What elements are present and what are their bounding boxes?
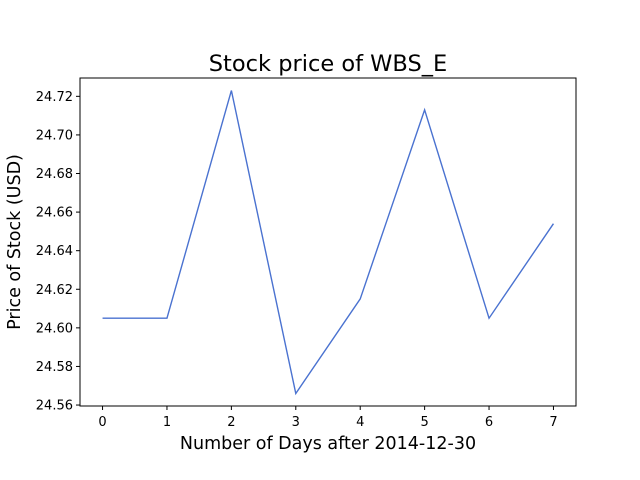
chart-title: Stock price of WBS_E [209,51,447,77]
x-tick-label: 3 [292,415,300,430]
x-tick-label: 5 [420,415,428,430]
series-line [102,90,555,396]
y-tick-label: 24.60 [36,321,73,336]
x-tick-label: 2 [227,415,235,430]
x-axis: 0 1 2 3 4 5 6 7 [98,406,558,430]
y-tick-label: 24.62 [36,283,73,298]
y-tick-label: 24.68 [36,167,73,182]
y-tick-label: 24.64 [36,244,73,259]
x-tick-label: 1 [163,415,171,430]
y-axis: 24.56 24.58 24.60 24.62 24.64 24.66 24.68 24.70… [36,90,80,414]
x-tick-label: 4 [356,415,364,430]
x-tick-label: 0 [98,415,106,430]
x-axis-label: Number of Days after 2014-12-30 [180,434,476,454]
x-tick-label: 7 [549,415,557,430]
y-tick-label: 24.58 [36,360,73,375]
y-tick-label: 24.72 [36,90,73,105]
x-tick-label: 6 [485,415,493,430]
y-tick-label: 24.70 [36,128,73,143]
y-tick-label: 24.56 [36,399,73,414]
y-tick-label: 24.66 [36,206,73,221]
y-axis-label: Price of Stock (USD) [5,154,25,330]
plot-frame [79,77,577,407]
